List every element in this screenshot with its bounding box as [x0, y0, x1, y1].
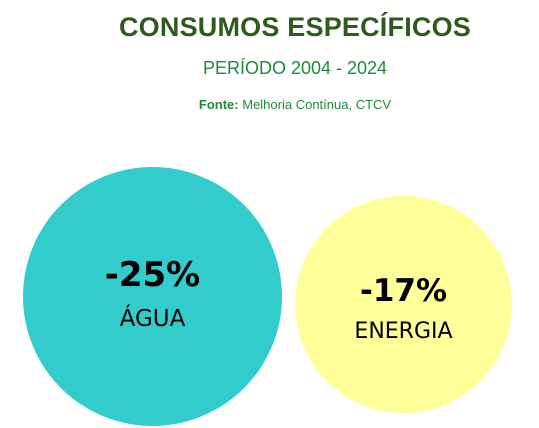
source-label: Fonte:	[198, 97, 239, 112]
energy-label: ENERGIA	[354, 319, 453, 344]
energy-percentage: -17%	[359, 273, 448, 309]
water-metric-circle: -25% ÁGUA	[23, 167, 282, 426]
period-subtitle: PERÍODO 2004 - 2024	[202, 58, 388, 78]
infographic-title: CONSUMOS ESPECÍFICOS	[118, 12, 472, 42]
source-text: Melhoria Contínua, CTCV	[238, 97, 392, 112]
source-note: Fonte: Melhoria Contínua, CTCV	[0, 97, 539, 112]
energy-metric-circle: -17% ENERGIA	[295, 196, 512, 413]
water-label: ÁGUA	[119, 306, 186, 332]
water-percentage: -25%	[104, 255, 201, 295]
